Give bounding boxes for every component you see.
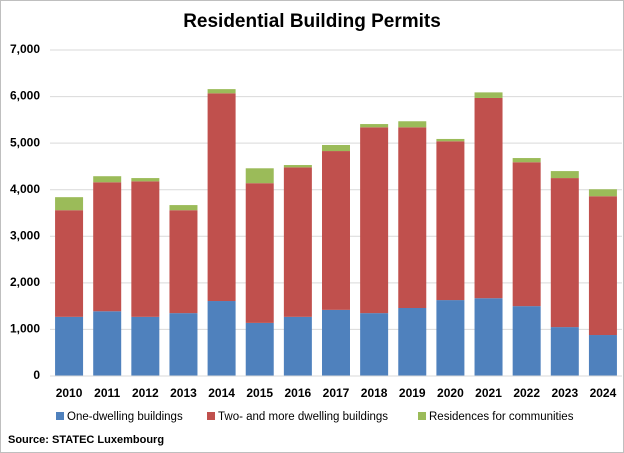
bar-segment xyxy=(55,210,84,317)
y-tick-label: 5,000 xyxy=(10,135,40,149)
bar-segment xyxy=(322,151,350,310)
x-tick-label: 2018 xyxy=(361,386,388,400)
bar-segment xyxy=(55,197,84,211)
bar-segment xyxy=(322,309,350,376)
legend-label: One-dwelling buildings xyxy=(67,411,183,423)
bar-segment xyxy=(588,189,617,197)
bar-segment xyxy=(169,313,198,376)
bar-segment xyxy=(398,308,427,376)
bar-segment xyxy=(207,301,236,376)
y-tick-label: 2,000 xyxy=(10,275,40,289)
source: Source: STATEC Luxembourg xyxy=(8,434,164,446)
bar-segment xyxy=(93,176,122,183)
bar-segment xyxy=(283,165,312,168)
y-tick-label: 3,000 xyxy=(10,228,40,242)
legend-label: Two- and more dwelling buildings xyxy=(218,411,388,423)
bar-segment xyxy=(131,316,160,376)
bar-segment xyxy=(245,168,274,184)
bar-segment xyxy=(436,138,465,142)
bar-segment xyxy=(398,127,427,309)
bar-segment xyxy=(360,124,389,128)
bar-segment xyxy=(474,97,503,299)
bar-segment xyxy=(283,316,312,376)
x-tick-label: 2013 xyxy=(170,386,197,400)
y-tick-label: 0 xyxy=(33,368,40,382)
chart-title: Residential Building Permits xyxy=(183,11,441,32)
bar-segment xyxy=(512,162,541,307)
bar-segment xyxy=(436,300,465,376)
bar-segment xyxy=(436,141,465,301)
bar-segment xyxy=(131,178,160,182)
bar-segment xyxy=(322,145,350,152)
y-tick-label: 1,000 xyxy=(10,322,40,336)
bar-segment xyxy=(474,92,503,98)
bar-segment xyxy=(131,181,160,317)
bar-segment xyxy=(588,335,617,376)
y-tick-label: 4,000 xyxy=(10,182,40,196)
x-tick-label: 2020 xyxy=(437,386,464,400)
x-tick-label: 2016 xyxy=(285,386,312,400)
bar-segment xyxy=(512,306,541,376)
x-tick-label: 2021 xyxy=(475,386,502,400)
x-tick-label: 2017 xyxy=(323,386,350,400)
bar-segment xyxy=(474,298,503,376)
bar-segment xyxy=(207,93,236,302)
x-tick-label: 2023 xyxy=(551,386,578,400)
bar-segment xyxy=(550,171,579,179)
x-tick-label: 2010 xyxy=(56,386,83,400)
bar-segment xyxy=(398,121,427,128)
x-tick-label: 2024 xyxy=(590,386,617,400)
bar-segment xyxy=(207,89,236,94)
x-tick-label: 2012 xyxy=(132,386,159,400)
legend-label: Residences for communities xyxy=(429,411,574,423)
x-tick-label: 2022 xyxy=(513,386,540,400)
legend-swatch xyxy=(56,412,64,420)
bar-segment xyxy=(169,205,198,211)
bar-segment xyxy=(360,127,389,314)
bar-segment xyxy=(550,178,579,328)
legend-swatch xyxy=(418,412,426,420)
y-tick-label: 6,000 xyxy=(10,89,40,103)
bar-segment xyxy=(169,210,198,314)
x-tick-label: 2019 xyxy=(399,386,426,400)
legend-swatch xyxy=(207,412,215,420)
bar-segment xyxy=(93,182,122,312)
bar-segment xyxy=(283,167,312,317)
bar-segment xyxy=(360,313,389,376)
x-tick-label: 2015 xyxy=(246,386,273,400)
bar-segment xyxy=(55,316,84,376)
y-tick-label: 7,000 xyxy=(10,42,40,56)
bar-segment xyxy=(512,158,541,163)
x-tick-label: 2014 xyxy=(208,386,235,400)
bar-segment xyxy=(588,196,617,336)
bar-segment xyxy=(550,327,579,376)
bar-segment xyxy=(245,322,274,376)
bar-segment xyxy=(245,183,274,323)
x-tick-label: 2011 xyxy=(94,386,120,400)
bar-segment xyxy=(93,311,122,376)
